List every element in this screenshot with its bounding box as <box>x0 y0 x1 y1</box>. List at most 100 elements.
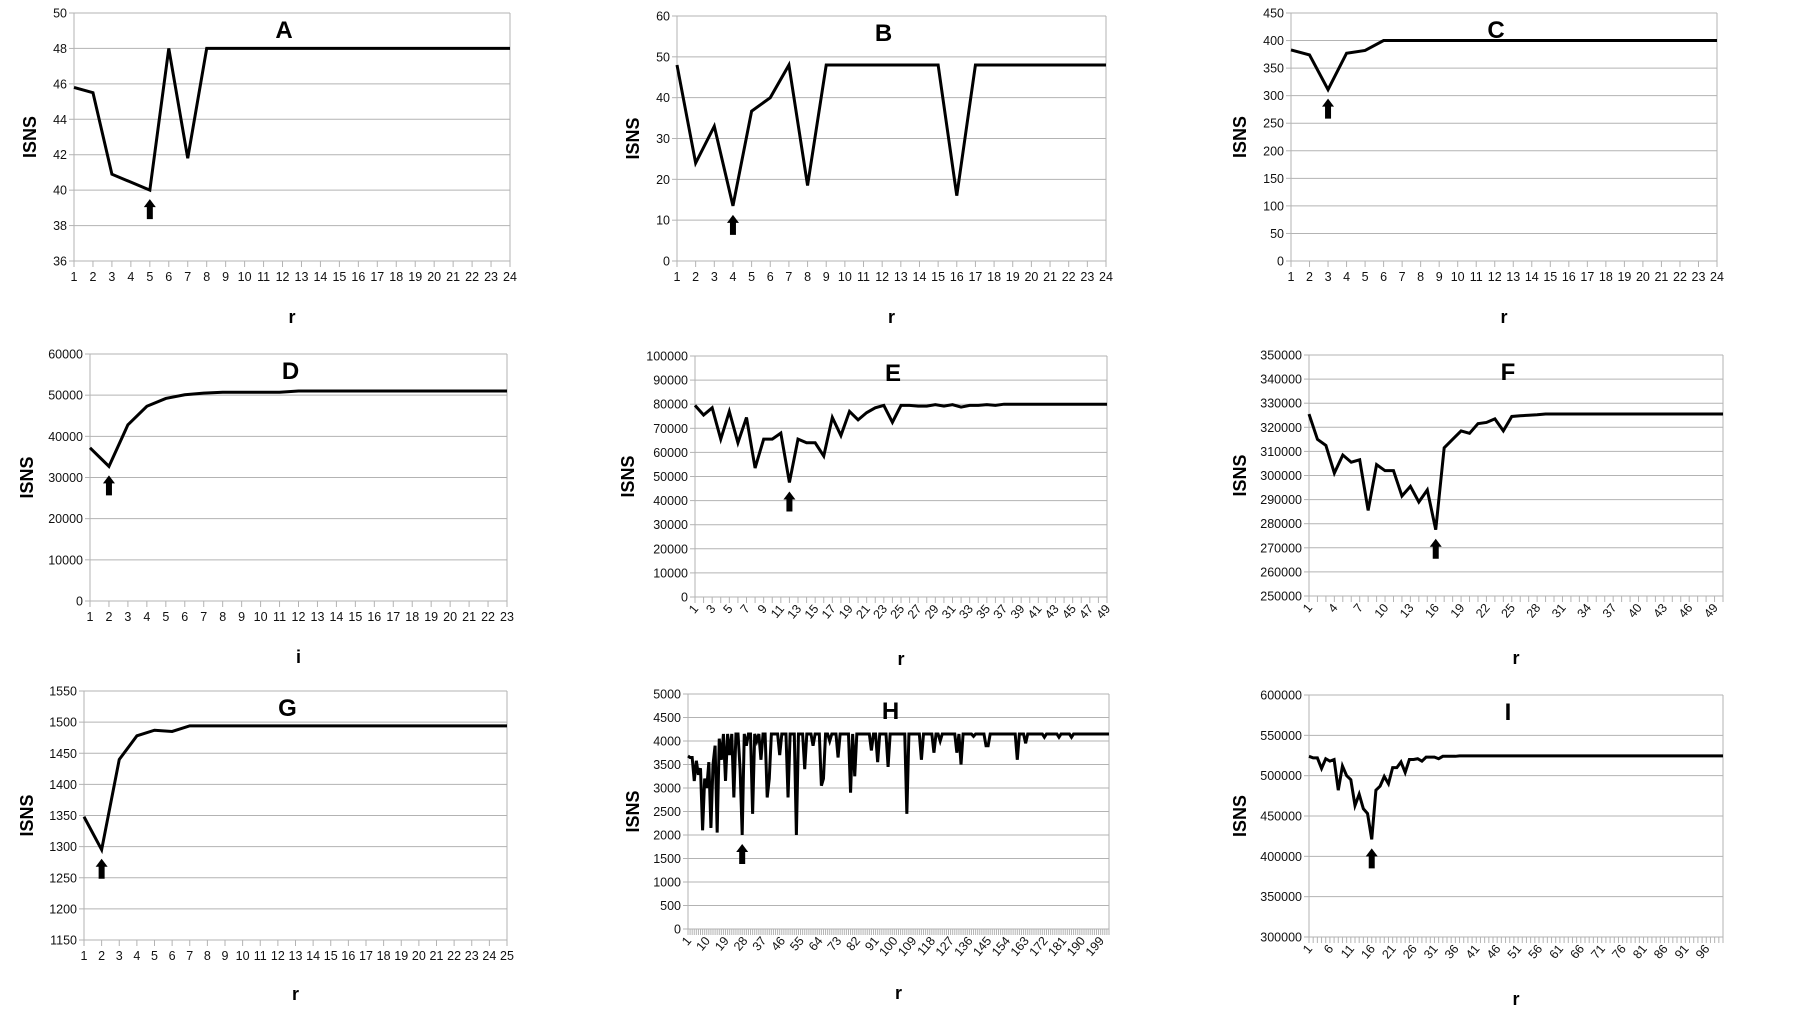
x-tick-label: 10 <box>236 949 250 963</box>
arrow-up-icon <box>102 475 115 496</box>
x-tick-label: 18 <box>389 270 403 284</box>
x-tick-label: 1 <box>674 270 681 284</box>
x-tick-label: 17 <box>359 949 373 963</box>
x-tick-label: 12 <box>276 270 290 284</box>
x-tick-label: 7 <box>184 270 191 284</box>
y-tick-label: 60000 <box>48 348 83 362</box>
series-line <box>693 402 1107 483</box>
x-tick-label: 21 <box>1654 270 1668 284</box>
x-tick-label: 5 <box>720 602 735 616</box>
x-tick-label: 8 <box>203 270 210 284</box>
chart-title: G <box>278 695 297 722</box>
x-tick-label: 17 <box>968 270 982 284</box>
y-tick-label: 0 <box>76 595 83 609</box>
chart-panel-e: 0 10000 20000 30000 40000 50000 60000 70000 8000… <box>618 350 1113 670</box>
y-axis-label: ISNS <box>1230 116 1250 158</box>
y-tick-label: 10000 <box>48 553 83 567</box>
x-tick-label: 43 <box>1650 601 1670 621</box>
chart-title: D <box>282 358 299 385</box>
x-tick-label: 51 <box>1505 942 1525 962</box>
x-tick-label: 19 <box>1006 270 1020 284</box>
x-tick-label: 20 <box>1024 270 1038 284</box>
x-axis-label: i <box>296 647 301 667</box>
x-tick-label: 49 <box>1094 602 1114 622</box>
x-tick-label: 10 <box>1451 270 1465 284</box>
x-tick-label: 14 <box>913 270 927 284</box>
x-tick-label: 19 <box>1448 601 1468 621</box>
x-tick-label: 23 <box>500 610 514 624</box>
y-tick-label: 60 <box>656 10 670 24</box>
x-axis-label: r <box>1512 648 1519 668</box>
arrow-up-icon <box>1429 538 1442 559</box>
x-tick-label: 199 <box>1083 934 1107 959</box>
y-tick-label: 1500 <box>49 716 77 730</box>
x-tick-label: 9 <box>755 602 770 616</box>
x-tick-label: 6 <box>181 610 188 624</box>
x-axis-label: r <box>1512 989 1519 1009</box>
x-tick-label: 7 <box>200 610 207 624</box>
x-tick-label: 19 <box>1617 270 1631 284</box>
y-tick-label: 5000 <box>653 688 681 702</box>
x-tick-label: 10 <box>238 270 252 284</box>
x-tick-label: 24 <box>503 270 517 284</box>
x-tick-label: 22 <box>1673 270 1687 284</box>
x-tick-label: 9 <box>823 270 830 284</box>
y-tick-label: 38 <box>53 219 67 233</box>
x-tick-label: 16 <box>1562 270 1576 284</box>
x-tick-label: 13 <box>295 270 309 284</box>
x-axis-label: r <box>1500 307 1507 327</box>
series-line <box>82 724 507 855</box>
x-tick-label: 19 <box>408 270 422 284</box>
y-tick-label: 90000 <box>653 374 688 388</box>
x-tick-label: 9 <box>1436 270 1443 284</box>
arrow-up-icon <box>143 199 156 220</box>
y-axis-label: ISNS <box>623 790 643 832</box>
arrow-up-icon <box>1365 848 1378 869</box>
y-tick-label: 0 <box>663 255 670 269</box>
x-tick-label: 5 <box>151 949 158 963</box>
x-tick-label: 19 <box>712 934 732 954</box>
y-tick-label: 42 <box>53 148 67 162</box>
x-tick-label: 3 <box>711 270 718 284</box>
x-tick-label: 31 <box>1549 601 1569 621</box>
arrow-up-icon <box>1322 98 1335 119</box>
x-tick-label: 118 <box>915 934 939 958</box>
y-tick-label: 1350 <box>49 809 77 823</box>
y-tick-label: 3000 <box>653 782 681 796</box>
y-tick-label: 550000 <box>1260 729 1302 743</box>
y-tick-label: 320000 <box>1260 421 1302 435</box>
x-tick-label: 17 <box>370 270 384 284</box>
y-tick-label: 30000 <box>48 471 83 485</box>
y-tick-label: 1400 <box>49 778 77 792</box>
y-tick-label: 100000 <box>646 350 688 364</box>
x-tick-label: 4 <box>1343 270 1350 284</box>
x-tick-label: 16 <box>341 949 355 963</box>
x-tick-label: 15 <box>1543 270 1557 284</box>
y-tick-label: 600000 <box>1260 689 1302 703</box>
series-line <box>675 60 1106 207</box>
y-tick-label: 60000 <box>653 446 688 460</box>
x-tick-label: 24 <box>1710 270 1724 284</box>
x-tick-label: 21 <box>853 602 873 622</box>
y-axis-label: ISNS <box>1230 795 1250 837</box>
x-tick-label: 11 <box>254 949 267 963</box>
x-tick-label: 12 <box>271 949 285 963</box>
x-tick-label: 23 <box>870 602 890 622</box>
x-tick-label: 5 <box>162 610 169 624</box>
x-tick-label: 14 <box>329 610 343 624</box>
x-tick-label: 36 <box>1442 942 1462 962</box>
y-tick-label: 20000 <box>48 512 83 526</box>
y-tick-label: 50 <box>1270 227 1284 241</box>
y-tick-label: 10 <box>656 214 670 228</box>
y-tick-label: 70000 <box>653 422 688 436</box>
x-tick-label: 23 <box>465 949 479 963</box>
x-tick-label: 1 <box>679 934 694 948</box>
x-tick-label: 1 <box>1288 270 1295 284</box>
x-tick-label: 3 <box>124 610 131 624</box>
x-tick-label: 11 <box>273 610 286 624</box>
x-tick-label: 55 <box>787 934 807 954</box>
x-tick-label: 91 <box>1672 942 1692 962</box>
x-tick-label: 22 <box>465 270 479 284</box>
x-tick-label: 81 <box>1630 942 1650 962</box>
